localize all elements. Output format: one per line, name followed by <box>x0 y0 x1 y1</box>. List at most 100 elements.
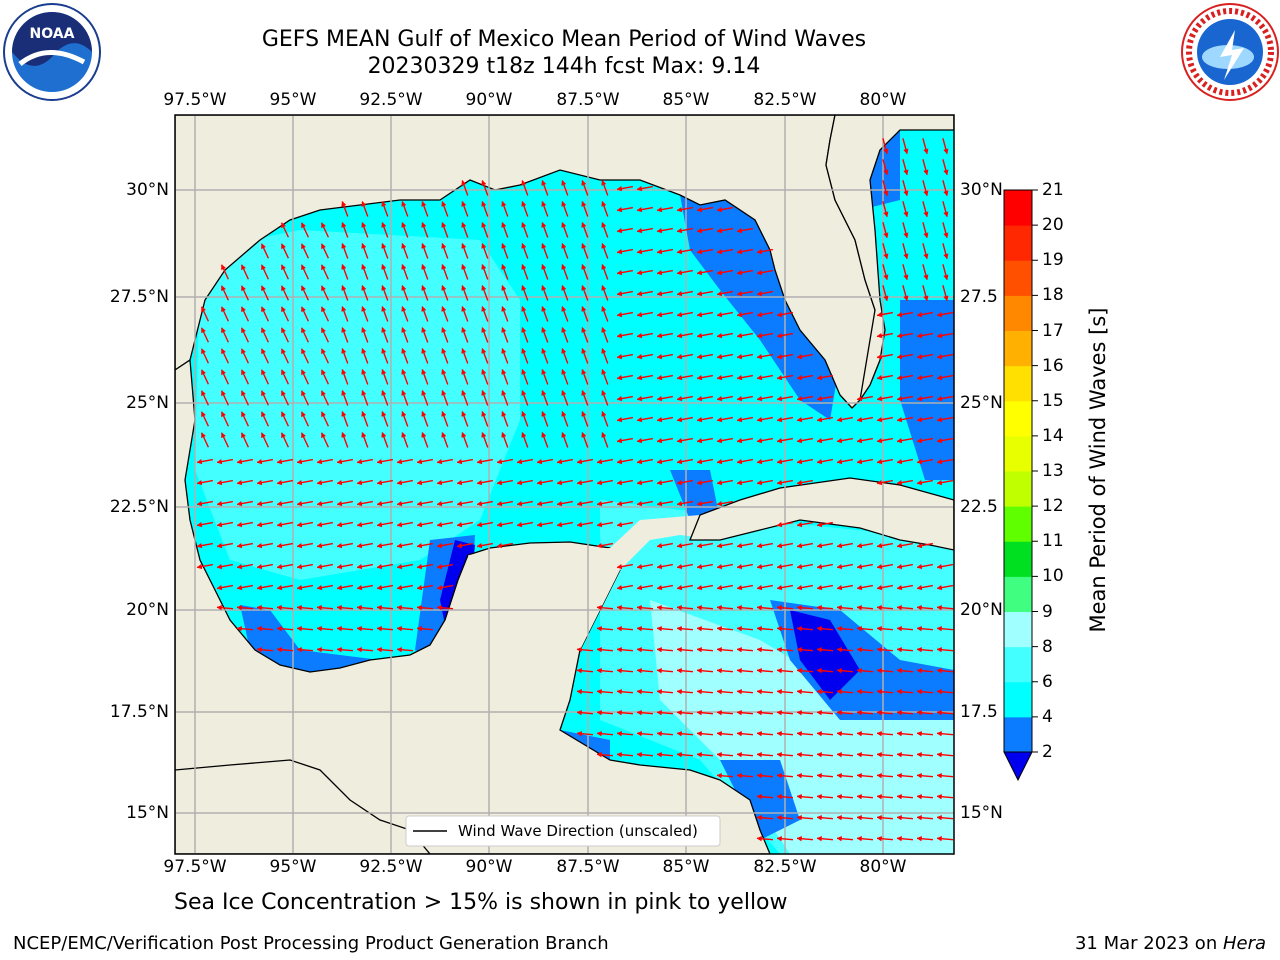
wave-direction-arrow <box>856 689 874 695</box>
wave-direction-arrow <box>461 263 469 280</box>
wave-direction-arrow <box>556 458 574 465</box>
wave-direction-arrow <box>616 416 634 423</box>
lat-tick-left: 20°N <box>126 600 169 620</box>
wave-direction-arrow <box>896 605 914 611</box>
wave-direction-arrow <box>581 368 589 385</box>
wave-direction-arrow <box>736 332 754 339</box>
wave-direction-arrow <box>616 710 634 716</box>
wave-direction-arrow <box>696 332 714 339</box>
wave-direction-arrow <box>200 348 210 364</box>
wave-direction-arrow <box>696 731 714 737</box>
wave-direction-arrow <box>461 410 469 427</box>
wave-direction-arrow <box>716 437 734 444</box>
wave-direction-arrow <box>236 605 254 611</box>
wave-direction-arrow <box>276 458 294 465</box>
wave-direction-arrow <box>421 431 429 448</box>
wave-direction-arrow <box>541 284 549 301</box>
wave-direction-arrow <box>441 410 449 427</box>
wave-direction-arrow <box>256 563 274 570</box>
wave-direction-arrow <box>601 200 609 217</box>
wave-direction-arrow <box>436 500 454 507</box>
wave-direction-arrow <box>521 305 529 322</box>
wave-direction-arrow <box>836 752 854 758</box>
wave-direction-arrow <box>696 248 714 255</box>
wave-direction-arrow <box>401 200 409 217</box>
wave-direction-arrow <box>396 626 414 632</box>
wave-direction-arrow <box>876 605 894 611</box>
wave-direction-arrow <box>616 689 634 695</box>
wave-direction-arrow <box>276 521 294 528</box>
colorbar-segment <box>1004 646 1032 683</box>
wave-direction-arrow <box>876 563 894 570</box>
wave-direction-arrow <box>656 479 674 486</box>
wave-direction-arrow <box>936 626 954 632</box>
wave-direction-arrow <box>676 290 694 297</box>
wave-direction-arrow <box>220 285 230 301</box>
wave-direction-arrow <box>260 369 270 385</box>
wave-direction-arrow <box>756 836 774 842</box>
wave-direction-arrow <box>256 521 274 528</box>
wave-direction-arrow <box>581 221 589 238</box>
wave-direction-arrow <box>381 326 389 343</box>
wave-direction-arrow <box>501 410 509 427</box>
wave-direction-arrow <box>196 563 214 570</box>
wave-direction-arrow <box>856 437 874 444</box>
title-line-2: 20230329 t18z 144h fcst Max: 9.14 <box>367 54 761 79</box>
wave-direction-arrow <box>501 326 509 343</box>
wave-direction-arrow <box>300 369 310 385</box>
wave-direction-arrow <box>942 159 949 176</box>
wave-direction-arrow <box>876 668 894 674</box>
wave-direction-arrow <box>816 647 834 653</box>
wave-direction-arrow <box>716 584 734 591</box>
wave-direction-arrow <box>696 374 714 381</box>
wave-direction-arrow <box>336 542 354 549</box>
wave-direction-arrow <box>896 479 914 486</box>
wave-direction-arrow <box>421 200 429 217</box>
wave-direction-arrow <box>716 248 734 255</box>
colorbar-tick-label: 21 <box>1042 180 1064 200</box>
wave-direction-arrow <box>882 285 889 302</box>
wave-direction-arrow <box>336 500 354 507</box>
wave-direction-arrow <box>300 348 310 364</box>
wave-direction-arrow <box>942 201 949 218</box>
wave-direction-arrow <box>441 263 449 280</box>
wave-direction-arrow <box>916 311 934 318</box>
wave-direction-arrow <box>816 395 834 402</box>
wave-direction-arrow <box>581 410 589 427</box>
wave-direction-arrow <box>936 374 954 381</box>
lat-tick-right: 20°N <box>960 600 1003 620</box>
wave-direction-arrow <box>922 159 929 176</box>
wave-direction-arrow <box>341 410 349 427</box>
wave-direction-arrow <box>736 584 754 591</box>
wave-direction-arrow <box>421 410 429 427</box>
wave-direction-arrow <box>716 206 734 213</box>
wave-direction-arrow <box>736 773 754 779</box>
wave-direction-arrow <box>916 836 934 842</box>
wave-direction-arrow <box>616 332 634 339</box>
wave-direction-arrow <box>636 185 654 192</box>
wave-direction-arrow <box>561 263 569 280</box>
wave-direction-arrow <box>876 437 894 444</box>
wave-direction-arrow <box>776 542 794 549</box>
wave-direction-arrow <box>756 395 774 402</box>
wave-direction-arrow <box>481 410 489 427</box>
wave-direction-arrow <box>816 563 834 570</box>
wave-direction-arrow <box>796 479 814 486</box>
wave-direction-arrow <box>636 710 654 716</box>
wave-direction-arrow <box>836 647 854 653</box>
wave-direction-arrow <box>516 521 534 528</box>
wave-direction-arrow <box>521 347 529 364</box>
wave-direction-arrow <box>200 411 210 427</box>
wave-direction-arrow <box>300 390 310 406</box>
wave-direction-arrow <box>476 500 494 507</box>
wave-direction-arrow <box>876 374 894 381</box>
wave-direction-arrow <box>816 542 834 549</box>
wave-direction-arrow <box>836 836 854 842</box>
wave-direction-arrow <box>541 389 549 406</box>
wave-direction-arrow <box>636 353 654 360</box>
colorbar-segment <box>1004 435 1032 472</box>
wave-direction-arrow <box>416 500 434 507</box>
wave-direction-arrow <box>876 647 894 653</box>
wave-direction-arrow <box>816 437 834 444</box>
